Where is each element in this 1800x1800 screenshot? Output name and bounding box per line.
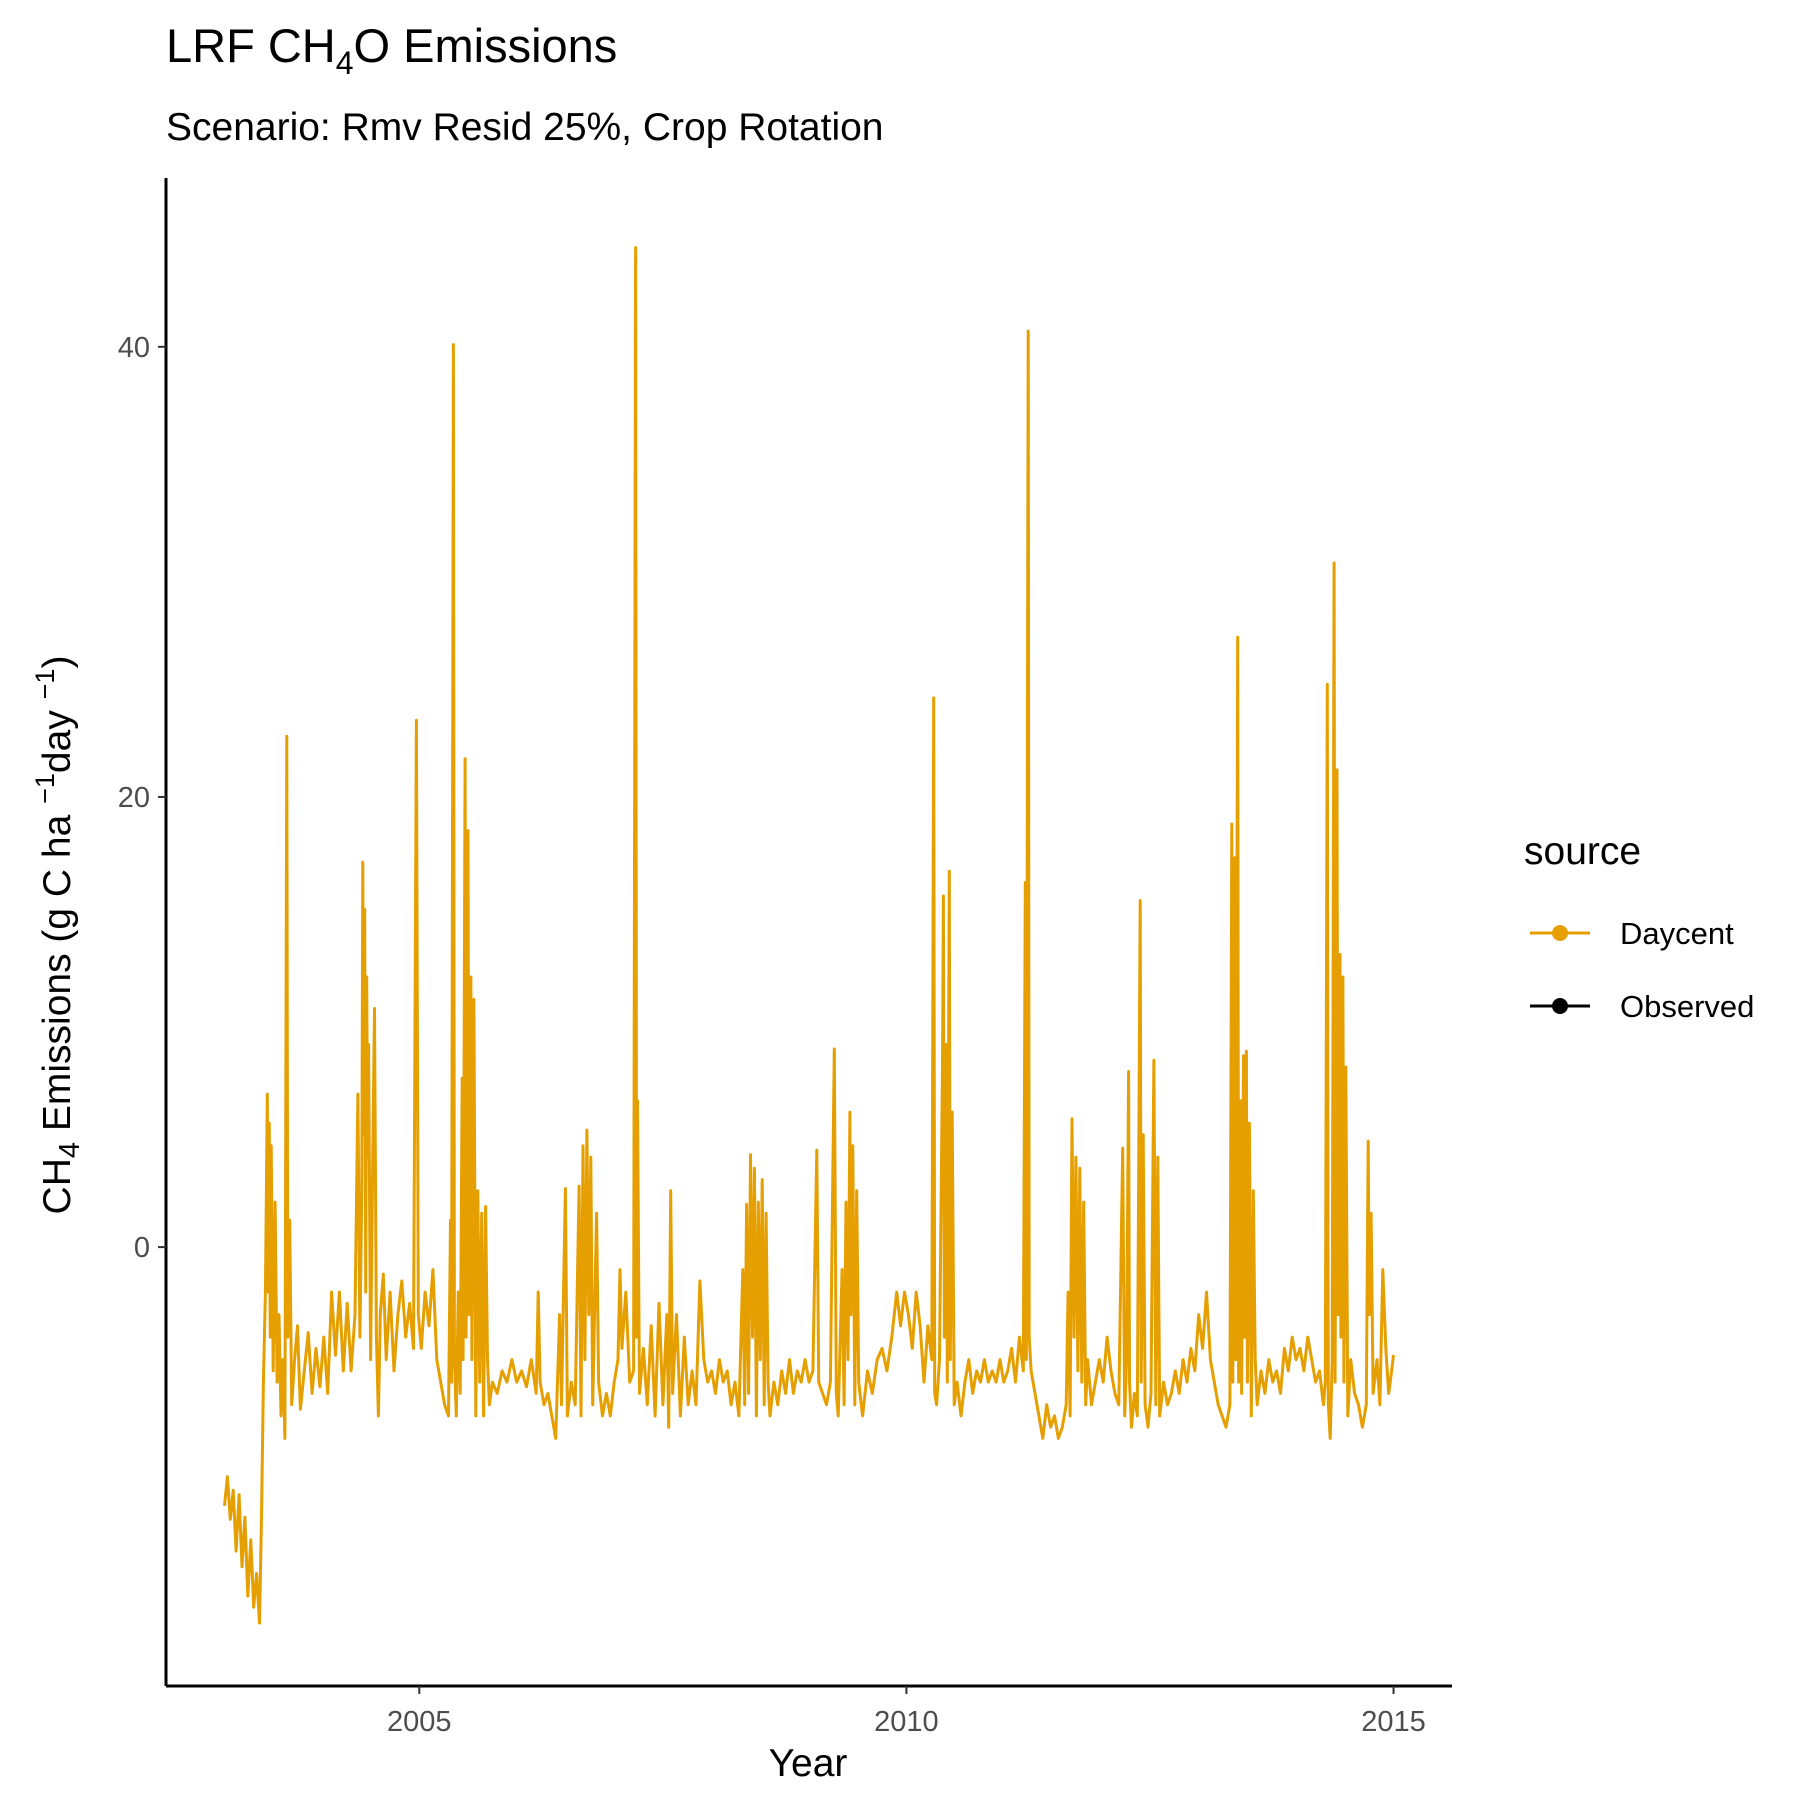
legend-item-observed: Observed <box>1530 989 1754 1024</box>
y-tick-label: 40 <box>118 332 150 364</box>
series-line-daycent <box>223 246 1395 1625</box>
legend-label: Observed <box>1620 989 1754 1024</box>
legend-entries: Daycent Observed <box>1530 916 1754 1024</box>
y-tick-label: 0 <box>134 1232 150 1264</box>
chart-subtitle: Scenario: Rmv Resid 25%, Crop Rotation <box>166 106 883 149</box>
y-axis-title: CH4 Emissions (g C ha −1day −1) <box>30 656 86 1215</box>
x-ticks: 2005 2010 2015 <box>387 1686 1426 1738</box>
legend-key-point <box>1552 998 1568 1014</box>
plot-area: 0 20 40 2005 2010 2015 <box>118 178 1452 1738</box>
x-tick-label: 2010 <box>874 1706 939 1738</box>
series-layer <box>223 246 1395 1625</box>
x-tick-label: 2015 <box>1361 1706 1426 1738</box>
legend-label: Daycent <box>1620 916 1734 951</box>
legend-item-daycent: Daycent <box>1530 916 1734 951</box>
y-tick-label: 20 <box>118 782 150 814</box>
chart-title: LRF CH4O Emissions <box>166 19 617 81</box>
y-ticks: 0 20 40 <box>118 332 166 1264</box>
x-tick-label: 2005 <box>387 1706 452 1738</box>
legend-key-point <box>1552 925 1568 941</box>
legend: source Daycent Observed <box>1524 830 1754 1024</box>
x-axis-title: Year <box>769 1742 848 1785</box>
legend-title: source <box>1524 830 1641 873</box>
